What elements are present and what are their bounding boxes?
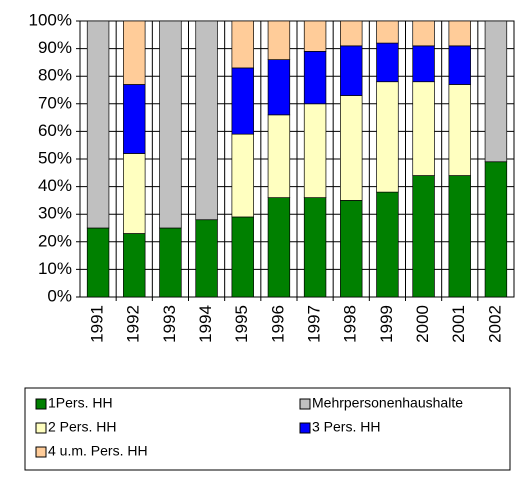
bar-segment bbox=[231, 67, 254, 135]
bar-segment bbox=[231, 216, 254, 298]
bar-segment bbox=[231, 20, 254, 69]
bar-segment bbox=[303, 197, 327, 298]
bar-segment bbox=[159, 227, 182, 298]
bar-segment bbox=[376, 191, 399, 298]
y-tick-label: 100% bbox=[29, 10, 72, 29]
y-tick-label: 40% bbox=[38, 176, 72, 195]
y-tick-label: 60% bbox=[38, 121, 72, 140]
bar-segment bbox=[340, 45, 363, 96]
bar-segment bbox=[340, 200, 363, 298]
x-tick-label: 1991 bbox=[88, 305, 107, 343]
bar-segment bbox=[412, 45, 435, 83]
bar-segment bbox=[376, 42, 399, 83]
bar-segment bbox=[484, 20, 508, 163]
y-tick-label: 70% bbox=[38, 93, 72, 112]
bar-segment bbox=[340, 95, 363, 201]
legend-box bbox=[24, 387, 511, 471]
x-tick-label: 2001 bbox=[449, 305, 468, 343]
bar-segment bbox=[448, 20, 471, 47]
legend-label: 1Pers. HH bbox=[48, 395, 113, 411]
legend-label: Mehrpersonenhaushalte bbox=[312, 395, 463, 411]
bar-segment bbox=[86, 20, 110, 229]
bar-segment bbox=[448, 45, 471, 85]
y-tick-label: 20% bbox=[38, 231, 72, 250]
bar-segment bbox=[340, 20, 363, 47]
bar-segment bbox=[412, 81, 435, 176]
x-tick-label: 1997 bbox=[305, 305, 324, 343]
bar-segment bbox=[303, 51, 327, 105]
bar-segment bbox=[303, 20, 327, 52]
bar-segment bbox=[267, 59, 291, 116]
bar-segment bbox=[267, 114, 291, 198]
x-tick-label: 1996 bbox=[268, 305, 287, 343]
bar-segment bbox=[484, 161, 508, 298]
bar-segment bbox=[376, 20, 399, 44]
bar-segment bbox=[267, 197, 291, 298]
bar-segment bbox=[376, 81, 399, 193]
legend-swatch bbox=[35, 446, 47, 458]
x-tick-label: 1995 bbox=[232, 305, 251, 343]
y-tick-label: 10% bbox=[38, 259, 72, 278]
y-tick-label: 30% bbox=[38, 204, 72, 223]
bar-segment bbox=[123, 153, 146, 234]
x-tick-label: 1992 bbox=[124, 305, 143, 343]
bar-segment bbox=[123, 233, 146, 298]
legend-label: 4 u.m. Pers. HH bbox=[48, 443, 148, 459]
bar-segment bbox=[159, 20, 182, 229]
bar-segment bbox=[412, 175, 435, 298]
bar-segment bbox=[412, 20, 435, 47]
bar-segment bbox=[231, 133, 254, 218]
bar-segment bbox=[448, 84, 471, 176]
bar-segment bbox=[123, 20, 146, 85]
legend-swatch bbox=[299, 422, 311, 434]
bar-segment bbox=[86, 227, 110, 298]
x-tick-label: 2000 bbox=[413, 305, 432, 343]
bar-segment bbox=[303, 103, 327, 198]
x-tick-label: 1998 bbox=[341, 305, 360, 343]
y-tick-label: 50% bbox=[38, 148, 72, 167]
y-tick-label: 90% bbox=[38, 38, 72, 57]
legend-swatch bbox=[299, 398, 311, 410]
bar-segment bbox=[123, 84, 146, 154]
bar-segment bbox=[267, 20, 291, 60]
bar-segment bbox=[195, 219, 218, 298]
legend-label: 3 Pers. HH bbox=[312, 419, 380, 435]
x-tick-label: 1994 bbox=[196, 305, 215, 343]
x-tick-label: 2002 bbox=[485, 305, 504, 343]
x-tick-label: 1993 bbox=[160, 305, 179, 343]
legend-swatch bbox=[35, 398, 47, 410]
bar-segment bbox=[195, 20, 218, 221]
legend-swatch bbox=[35, 422, 47, 434]
legend: 1Pers. HH Mehrpersonenhaushalte 2 Pers. HH… bbox=[35, 395, 463, 459]
bar-segment bbox=[448, 175, 471, 298]
x-tick-label: 1999 bbox=[377, 305, 396, 343]
legend-label: 2 Pers. HH bbox=[48, 419, 116, 435]
y-tick-label: 80% bbox=[38, 66, 72, 85]
y-tick-label: 0% bbox=[47, 286, 72, 305]
